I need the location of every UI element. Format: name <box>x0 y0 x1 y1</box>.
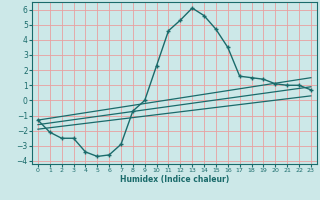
X-axis label: Humidex (Indice chaleur): Humidex (Indice chaleur) <box>120 175 229 184</box>
